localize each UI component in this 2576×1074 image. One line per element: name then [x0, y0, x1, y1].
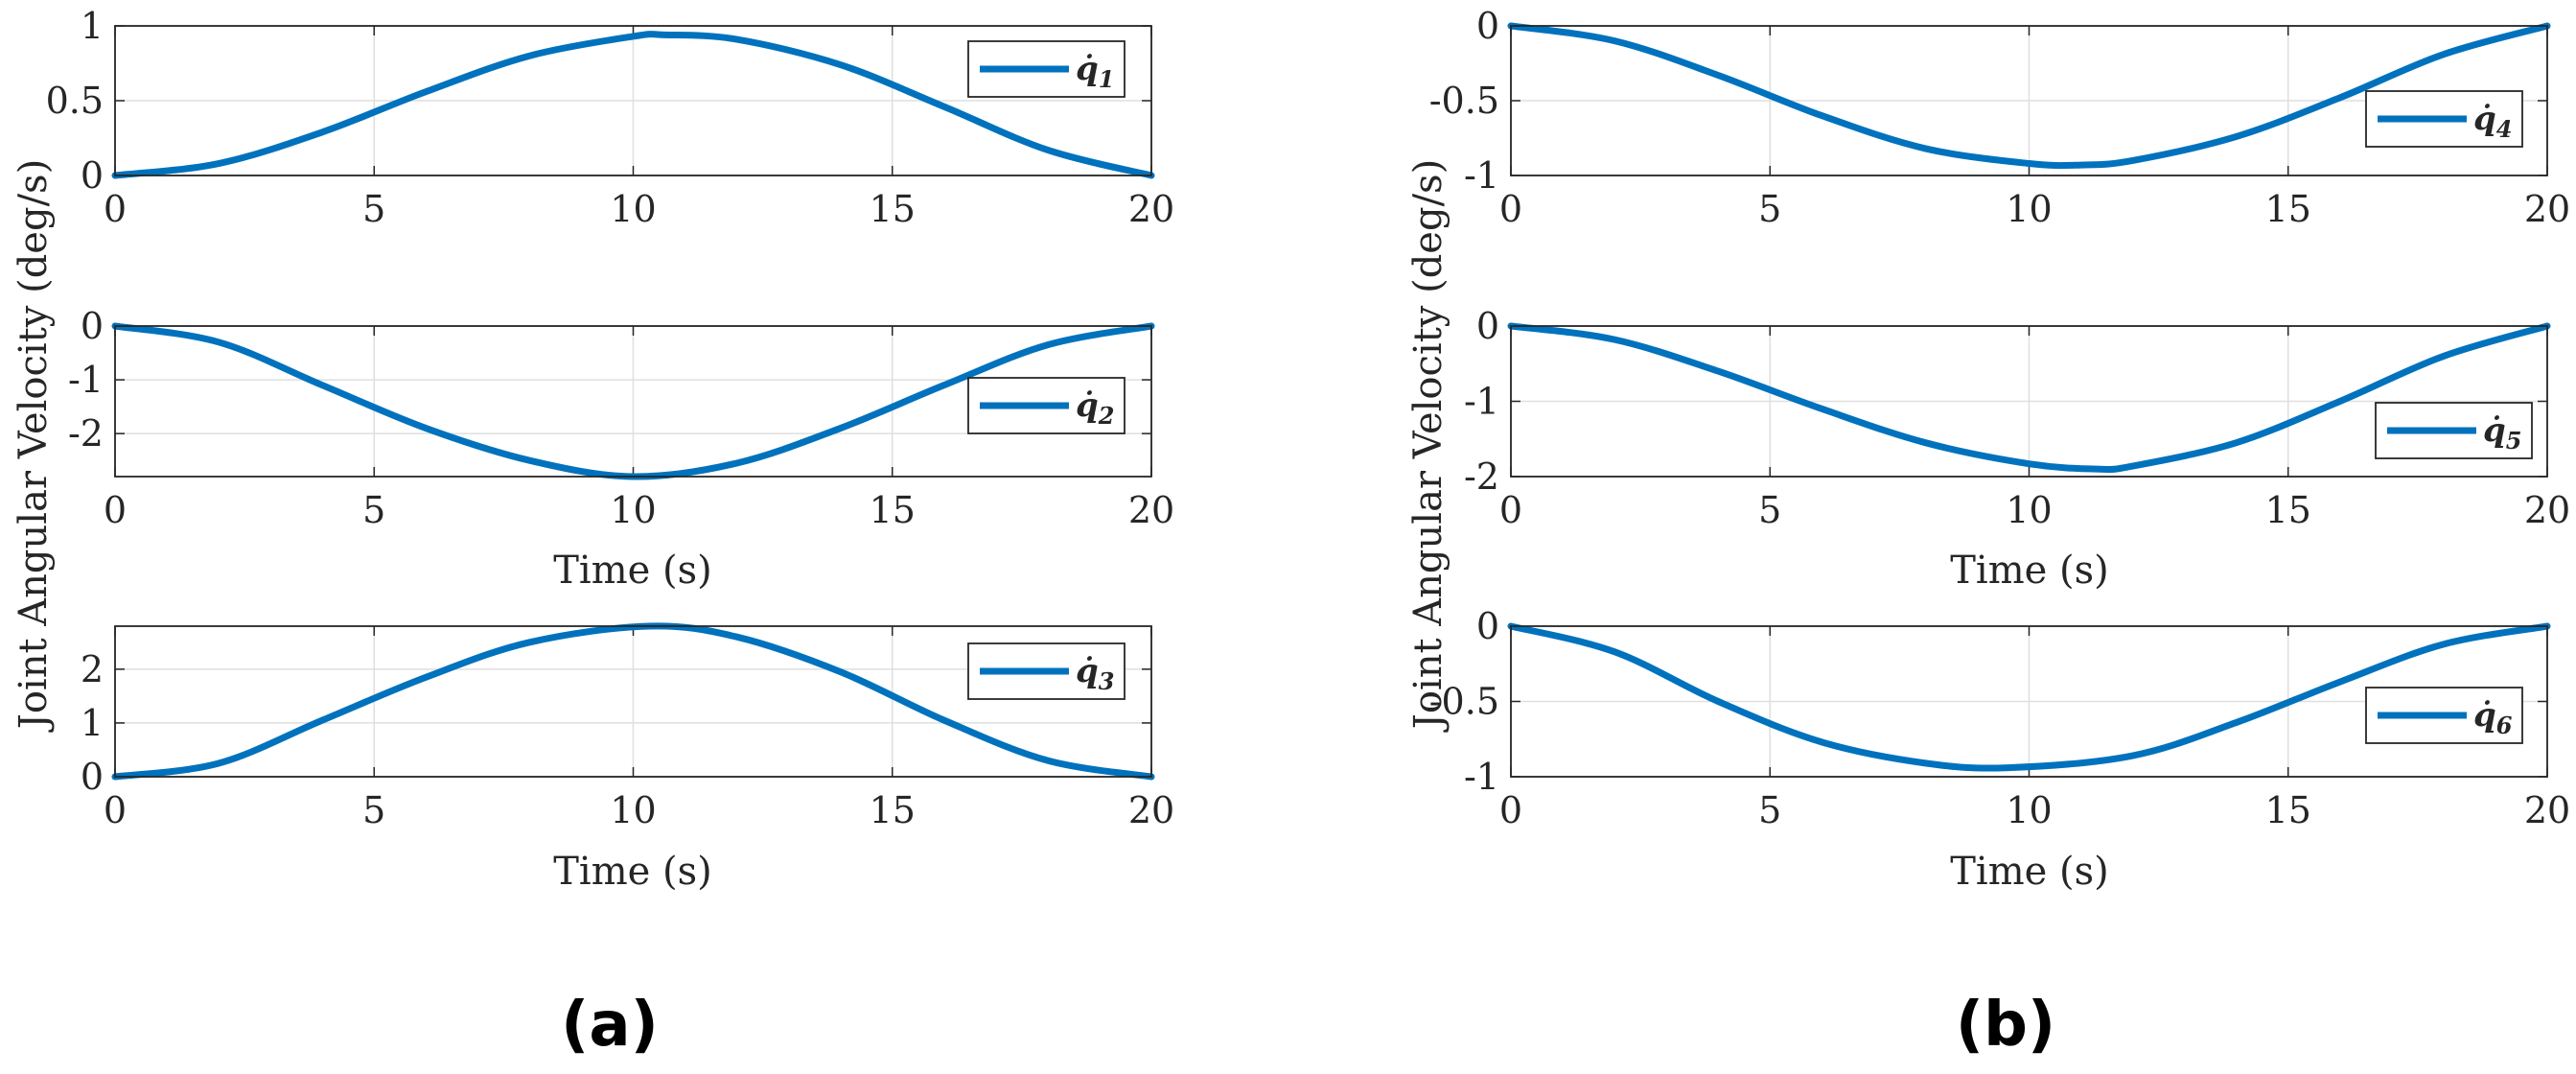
y-tick-label: 1	[81, 5, 104, 47]
legend: q̇4	[2365, 90, 2523, 148]
xlabel-a-mid: Time (s)	[553, 549, 712, 593]
x-tick-label: 0	[1499, 789, 1522, 831]
legend-label-subscript: 5	[2506, 427, 2522, 455]
series-line	[1507, 322, 2551, 474]
y-tick-label: -1	[68, 359, 104, 401]
legend: q̇5	[2375, 402, 2533, 459]
series-line	[1507, 22, 2551, 170]
x-tick-label: 10	[610, 188, 656, 230]
y-tick-label: 0	[81, 305, 104, 347]
x-tick-label: 0	[1499, 188, 1522, 230]
legend-label-subscript: 4	[2496, 115, 2513, 143]
legend-label-main: q̇	[2473, 696, 2496, 735]
legend-label: q̇5	[2483, 411, 2521, 455]
y-tick-label: -0.5	[1429, 80, 1499, 122]
y-tick-label: -2	[68, 412, 104, 455]
panel-label-a: (a)	[561, 990, 659, 1061]
x-tick-label: 0	[1499, 489, 1522, 531]
x-tick-label: 20	[2524, 789, 2570, 831]
axes-box	[114, 625, 1152, 778]
x-tick-label: 10	[610, 489, 656, 531]
y-tick-label: 0.5	[46, 80, 104, 122]
legend-label-subscript: 2	[1098, 402, 1115, 430]
x-tick-label: 15	[2265, 188, 2311, 230]
y-tick-label: 0	[1476, 605, 1499, 647]
y-tick-label: 0	[81, 154, 104, 197]
xlabel-b-mid: Time (s)	[1950, 549, 2109, 593]
legend-label-main: q̇	[2473, 100, 2496, 138]
x-tick-label: 10	[2006, 188, 2052, 230]
y-tick-label: 1	[81, 702, 104, 744]
axes-box	[114, 25, 1152, 176]
x-tick-label: 5	[362, 489, 385, 531]
legend-label: q̇3	[1076, 652, 1114, 695]
legend: q̇3	[967, 642, 1126, 700]
y-tick-label: 2	[81, 648, 104, 690]
y-tick-label: -1	[1464, 381, 1499, 423]
legend-label: q̇1	[1076, 50, 1114, 93]
chart-2: 0 5 10 15 20 0 -1 -2 q̇2	[68, 305, 1174, 531]
legend: q̇2	[967, 377, 1126, 434]
legend-label-subscript: 3	[1099, 667, 1115, 695]
x-tick-label: 5	[1758, 188, 1781, 230]
x-tick-label: 20	[1128, 789, 1174, 831]
y-tick-label: -1	[1464, 756, 1499, 798]
x-tick-label: 10	[610, 789, 656, 831]
legend-label-main: q̇	[2483, 411, 2506, 450]
y-tick-label: 0	[1476, 305, 1499, 347]
x-tick-label: 0	[104, 789, 127, 831]
x-tick-label: 10	[2006, 789, 2052, 831]
x-tick-label: 20	[1128, 489, 1174, 531]
x-tick-label: 20	[2524, 188, 2570, 230]
x-tick-label: 20	[1128, 188, 1174, 230]
x-tick-label: 0	[104, 188, 127, 230]
ylabel-left: Joint Angular Velocity (deg/s)	[12, 159, 56, 733]
legend-label: q̇2	[1076, 386, 1114, 430]
x-tick-label: 5	[362, 188, 385, 230]
axes-box	[114, 325, 1152, 478]
axes-box	[1510, 625, 2548, 778]
legend: q̇6	[2365, 687, 2523, 744]
ylabel-right: Joint Angular Velocity (deg/s)	[1406, 159, 1450, 733]
xlabel-b-bottom: Time (s)	[1950, 850, 2109, 894]
y-tick-label: 0	[1476, 5, 1499, 47]
legend-label-main: q̇	[1076, 50, 1099, 88]
legend-label-subscript: 1	[1099, 65, 1115, 93]
x-tick-label: 15	[870, 489, 916, 531]
x-tick-label: 15	[870, 789, 916, 831]
x-tick-label: 15	[2265, 789, 2311, 831]
legend-label-main: q̇	[1076, 652, 1099, 690]
y-tick-label: 0	[81, 756, 104, 798]
axes-box	[1510, 25, 2548, 176]
chart-4: 0 5 10 15 20 0 -0.5 -1 q̇4	[1429, 5, 2570, 230]
legend-label-subscript: 6	[2496, 712, 2513, 739]
x-tick-label: 0	[104, 489, 127, 531]
axes-box	[1510, 325, 2548, 478]
x-tick-label: 5	[362, 789, 385, 831]
y-tick-label: -2	[1464, 455, 1499, 498]
x-tick-label: 15	[870, 188, 916, 230]
x-tick-label: 5	[1758, 489, 1781, 531]
panel-label-b: (b)	[1956, 990, 2055, 1061]
legend: q̇1	[967, 40, 1126, 98]
x-tick-label: 15	[2265, 489, 2311, 531]
chart-5: 0 5 10 15 200-1-2q̇5	[1464, 305, 2570, 531]
y-tick-label: -0.5	[1429, 681, 1499, 723]
x-tick-label: 20	[2524, 489, 2570, 531]
series-line	[1507, 622, 2551, 772]
series-line	[111, 31, 1155, 179]
chart-3: 0 5 10 15 20 0 1 2 q̇3	[81, 622, 1174, 831]
legend-label-main: q̇	[1076, 386, 1099, 425]
legend-label: q̇6	[2473, 696, 2513, 739]
xlabel-a-bottom: Time (s)	[553, 850, 712, 894]
legend-label: q̇4	[2473, 100, 2512, 143]
y-tick-label: -1	[1464, 154, 1499, 197]
chart-6: 0 5 10 15 20 0 -0.5 -1 q̇6	[1429, 605, 2570, 831]
x-tick-label: 10	[2006, 489, 2052, 531]
x-tick-label: 5	[1758, 789, 1781, 831]
